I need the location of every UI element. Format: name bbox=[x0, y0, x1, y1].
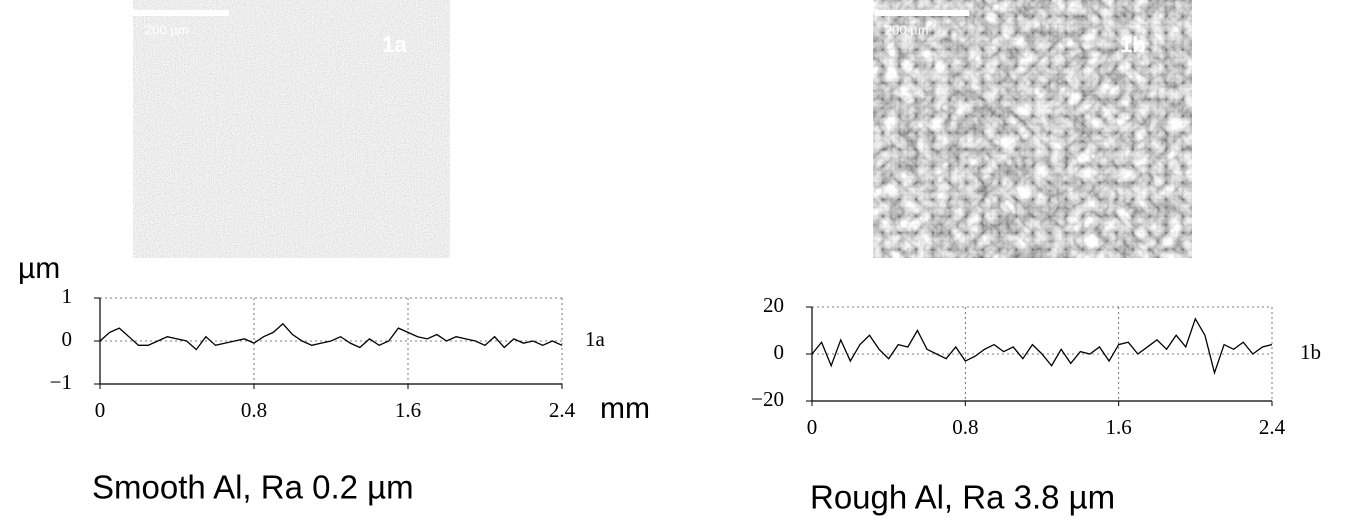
y-unit: µm bbox=[18, 252, 60, 285]
y-tick-label: 0 bbox=[62, 327, 73, 351]
profile-line bbox=[99, 322, 563, 351]
x-tick-label: 1.6 bbox=[1106, 415, 1132, 439]
y-tick-label: −20 bbox=[751, 387, 784, 411]
x-tick-label: 0 bbox=[95, 398, 106, 422]
series-label: 1a bbox=[585, 327, 606, 351]
profile-line bbox=[811, 317, 1273, 376]
scale-label: 200 µm bbox=[145, 22, 189, 37]
x-tick-label: 1.6 bbox=[395, 398, 421, 422]
image-label: 1a bbox=[382, 32, 407, 57]
sem-image-b: 200 µm 1b bbox=[873, 0, 1192, 258]
scale-bar bbox=[875, 10, 969, 16]
micrograph bbox=[873, 0, 1192, 258]
x-tick-label: 0.8 bbox=[952, 415, 978, 439]
micrograph bbox=[133, 0, 450, 258]
y-tick-label: 1 bbox=[62, 284, 73, 308]
y-tick-label: −1 bbox=[50, 370, 72, 394]
caption: Smooth Al, Ra 0.2 µm bbox=[92, 469, 414, 506]
series-label: 1b bbox=[1300, 340, 1321, 364]
y-tick-label: 0 bbox=[774, 340, 785, 364]
scale-bar bbox=[133, 10, 229, 16]
sem-image-a: 200 µm 1a bbox=[133, 0, 450, 258]
y-tick-label: 20 bbox=[763, 293, 784, 317]
x-unit: mm bbox=[600, 392, 650, 425]
x-tick-label: 2.4 bbox=[1259, 415, 1286, 439]
caption: Rough Al, Ra 3.8 µm bbox=[810, 479, 1115, 516]
x-tick-label: 2.4 bbox=[549, 398, 576, 422]
image-label: 1b bbox=[1120, 32, 1146, 57]
x-tick-label: 0 bbox=[807, 415, 818, 439]
scale-label: 200 µm bbox=[885, 22, 929, 37]
x-tick-label: 0.8 bbox=[241, 398, 267, 422]
